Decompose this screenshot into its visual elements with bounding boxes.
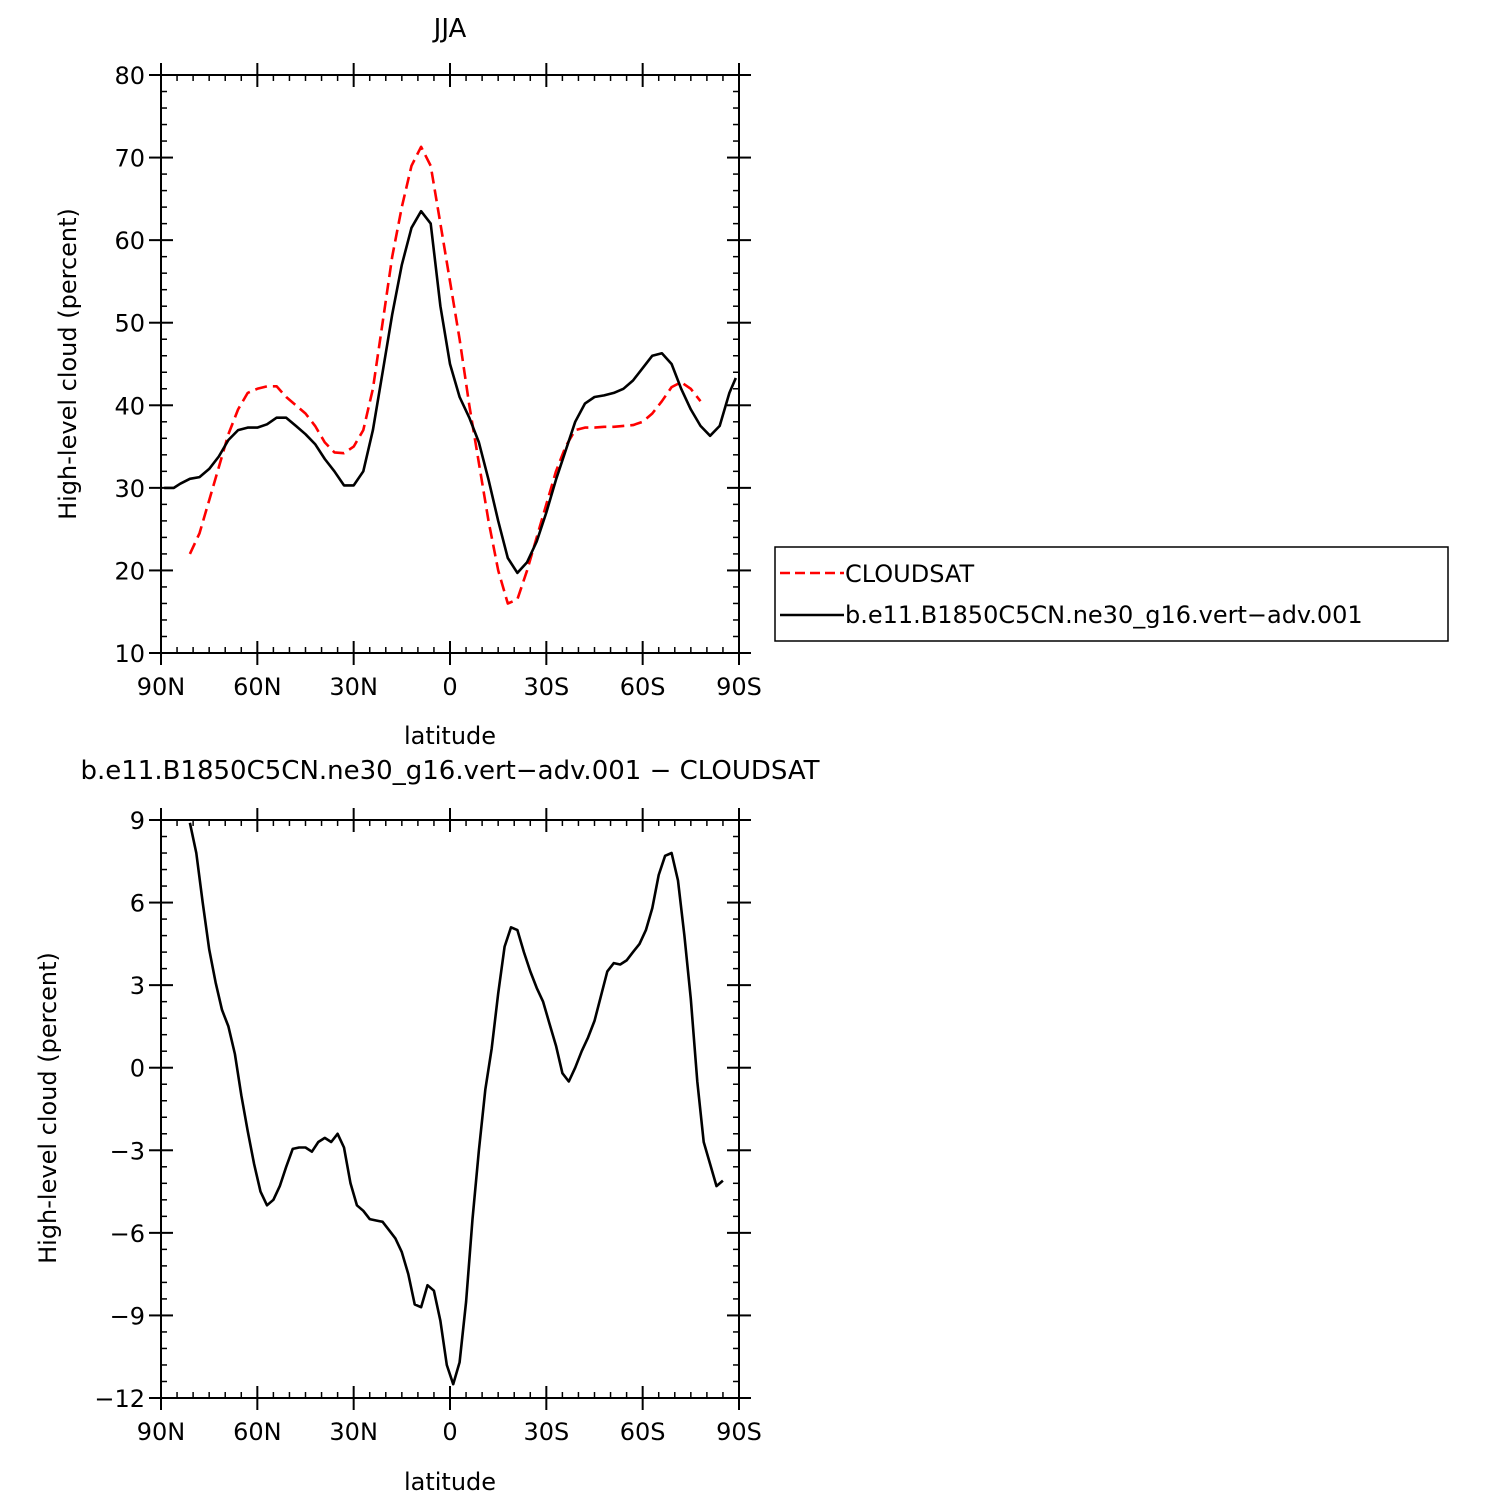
x-tick-label: 60S [620,1418,666,1446]
difference-series-line [188,822,724,1386]
y-tick-label: 50 [114,310,145,338]
bottom-chart-title: b.e11.B1850C5CN.ne30_g16.vert−adv.001 − … [80,756,819,786]
x-tick-label: 0 [442,673,457,701]
y-tick-label: −9 [110,1302,145,1330]
top-x-axis: 90N 60N 30N 0 30S 60S 90S [137,63,762,701]
bottom-y-axis-title: High-level cloud (percent) [34,952,62,1264]
y-tick-label: 20 [114,557,145,585]
legend-label-model: b.e11.B1850C5CN.ne30_g16.vert−adv.001 [845,601,1363,629]
bottom-y-axis: 9 6 3 0 −3 −6 −9 −12 [94,807,751,1413]
bottom-panel: b.e11.B1850C5CN.ne30_g16.vert−adv.001 − … [34,756,820,1496]
y-tick-label: 40 [114,392,145,420]
legend: CLOUDSAT b.e11.B1850C5CN.ne30_g16.vert−a… [774,546,1449,642]
x-tick-label: 60S [620,673,666,701]
y-tick-label: 30 [114,475,145,503]
y-tick-label: −3 [110,1137,145,1165]
top-y-axis: 10 20 30 40 50 60 70 80 [114,62,751,668]
y-tick-label: 9 [130,807,145,835]
y-tick-label: −12 [94,1385,145,1413]
bottom-x-axis-title: latitude [404,1468,496,1496]
bottom-x-axis: 90N 60N 30N 0 30S 60S 90S [137,808,762,1446]
x-tick-label: 60N [233,1418,282,1446]
x-tick-label: 60N [233,673,282,701]
top-series-group [164,145,737,605]
model-series-line [164,209,737,575]
x-tick-label: 30S [523,673,569,701]
y-tick-label: 10 [114,640,145,668]
y-tick-label: 80 [114,62,145,90]
legend-box [774,546,1449,642]
y-tick-label: 70 [114,145,145,173]
x-tick-label: 90N [137,673,186,701]
x-tick-label: 30N [329,1418,378,1446]
x-tick-label: 30S [523,1418,569,1446]
y-tick-label: 0 [130,1055,145,1083]
top-x-axis-title: latitude [404,722,496,750]
y-tick-label: 3 [130,972,145,1000]
x-tick-label: 90N [137,1418,186,1446]
x-tick-label: 90S [716,673,762,701]
legend-label-cloudsat: CLOUDSAT [845,560,974,588]
top-panel: JJA 90N 60N 30N 0 30S 60S 90S 10 20 30 40 50 60 70 80… [54,14,1449,750]
x-tick-label: 30N [329,673,378,701]
x-tick-label: 0 [442,1418,457,1446]
top-y-axis-title: High-level cloud (percent) [54,208,82,520]
cloudsat-series-line [188,145,702,605]
y-tick-label: 60 [114,227,145,255]
bottom-series-group [188,822,724,1386]
x-tick-label: 90S [716,1418,762,1446]
y-tick-label: −6 [110,1220,145,1248]
top-chart-title: JJA [432,14,467,44]
y-tick-label: 6 [130,890,145,918]
